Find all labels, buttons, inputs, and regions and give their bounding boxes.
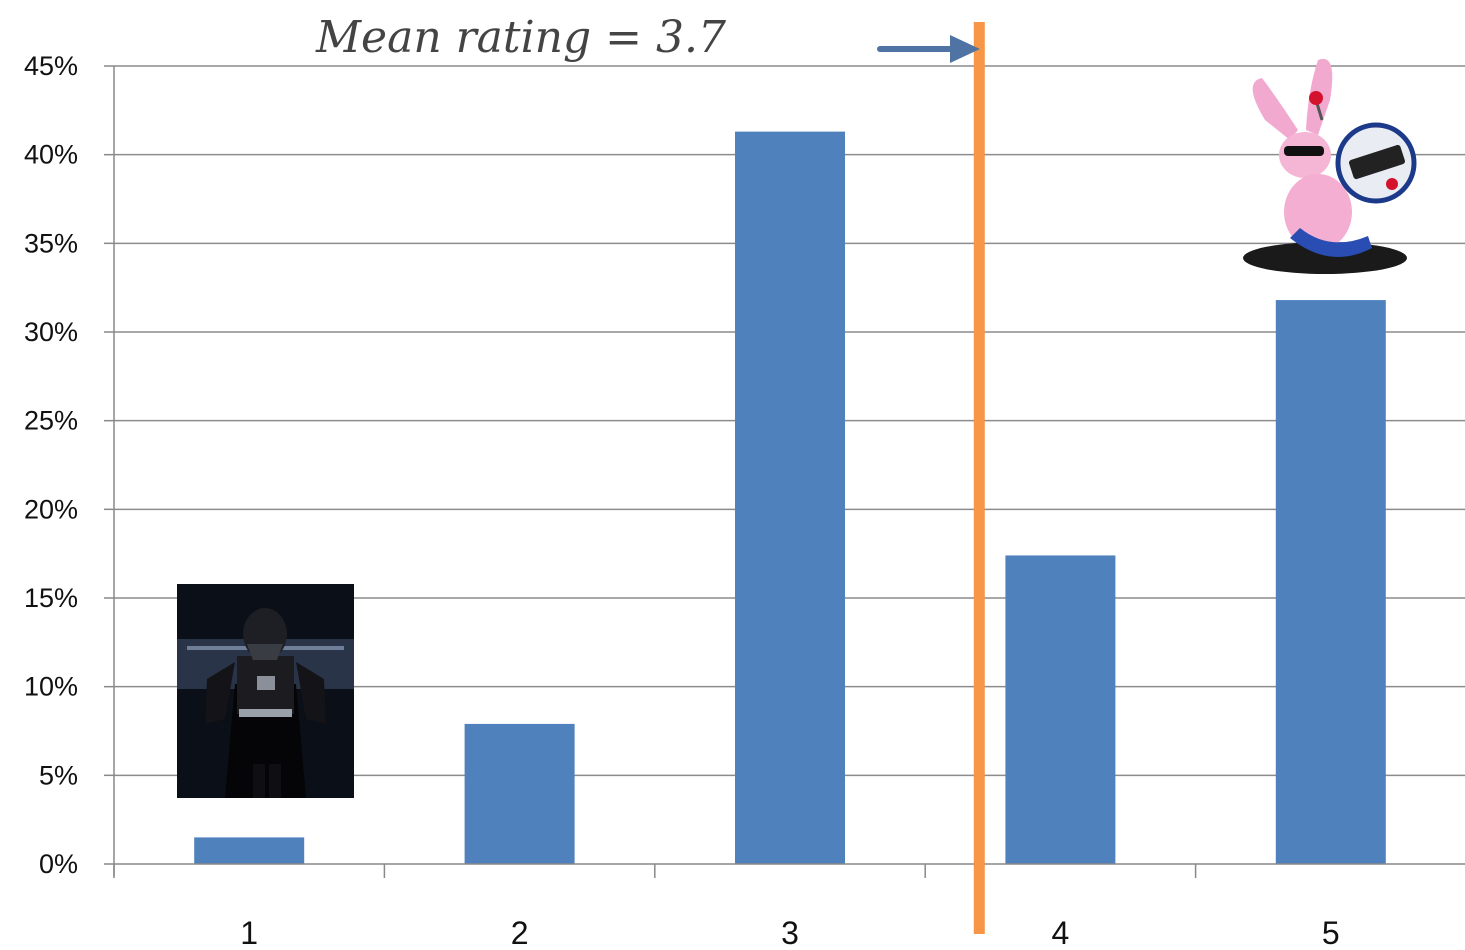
bunny-flip-flops — [1290, 228, 1372, 257]
y-tick-label: 0% — [39, 849, 78, 879]
bar-5 — [1275, 300, 1386, 865]
bunny-left-ear — [1252, 78, 1298, 140]
y-tick-label: 45% — [24, 51, 78, 81]
bunny-battery — [1349, 144, 1405, 180]
x-tick-label: 5 — [1322, 915, 1340, 950]
x-tick-label: 4 — [1052, 915, 1070, 950]
bars — [194, 131, 1386, 865]
vader-chest-panel — [257, 676, 275, 690]
mean-rating-annotation: Mean rating = 3.7 — [315, 12, 726, 63]
annotation-arrow-icon — [877, 35, 980, 63]
bar-3 — [735, 131, 845, 864]
bunny-drumstick-tip — [1309, 91, 1323, 105]
darth-vader-picture-icon — [177, 584, 354, 798]
y-tick-label: 35% — [24, 228, 78, 258]
y-axis: 0% 5% 10% 15% 20% 25% 30% 35% 40% 45% — [24, 51, 115, 879]
vader-leg — [253, 764, 265, 798]
energizer-bunny-picture-icon — [1243, 58, 1417, 274]
arrow-head — [950, 35, 980, 63]
vader-left-arm — [205, 662, 235, 724]
bunny-drumstick-tip — [1386, 178, 1398, 190]
x-tick-label: 1 — [240, 915, 258, 950]
vader-belt — [239, 709, 292, 717]
vader-right-arm — [296, 662, 326, 724]
bar-1 — [194, 837, 305, 864]
vader-mask — [247, 644, 283, 660]
bar-2 — [464, 723, 575, 864]
y-tick-label: 25% — [24, 406, 78, 436]
y-tick-label: 15% — [24, 583, 78, 613]
y-tick-label: 20% — [24, 494, 78, 524]
vader-leg — [269, 764, 281, 798]
x-axis: 1 2 3 4 5 — [113, 863, 1465, 950]
bar-4 — [1005, 555, 1116, 864]
y-tick-label: 30% — [24, 317, 78, 347]
x-tick-label: 3 — [781, 915, 799, 950]
x-tick-label: 2 — [511, 915, 529, 950]
y-tick-label: 10% — [24, 672, 78, 702]
y-tick-label: 40% — [24, 140, 78, 170]
y-tick-label: 5% — [39, 760, 78, 790]
bunny-sunglasses — [1284, 146, 1324, 156]
